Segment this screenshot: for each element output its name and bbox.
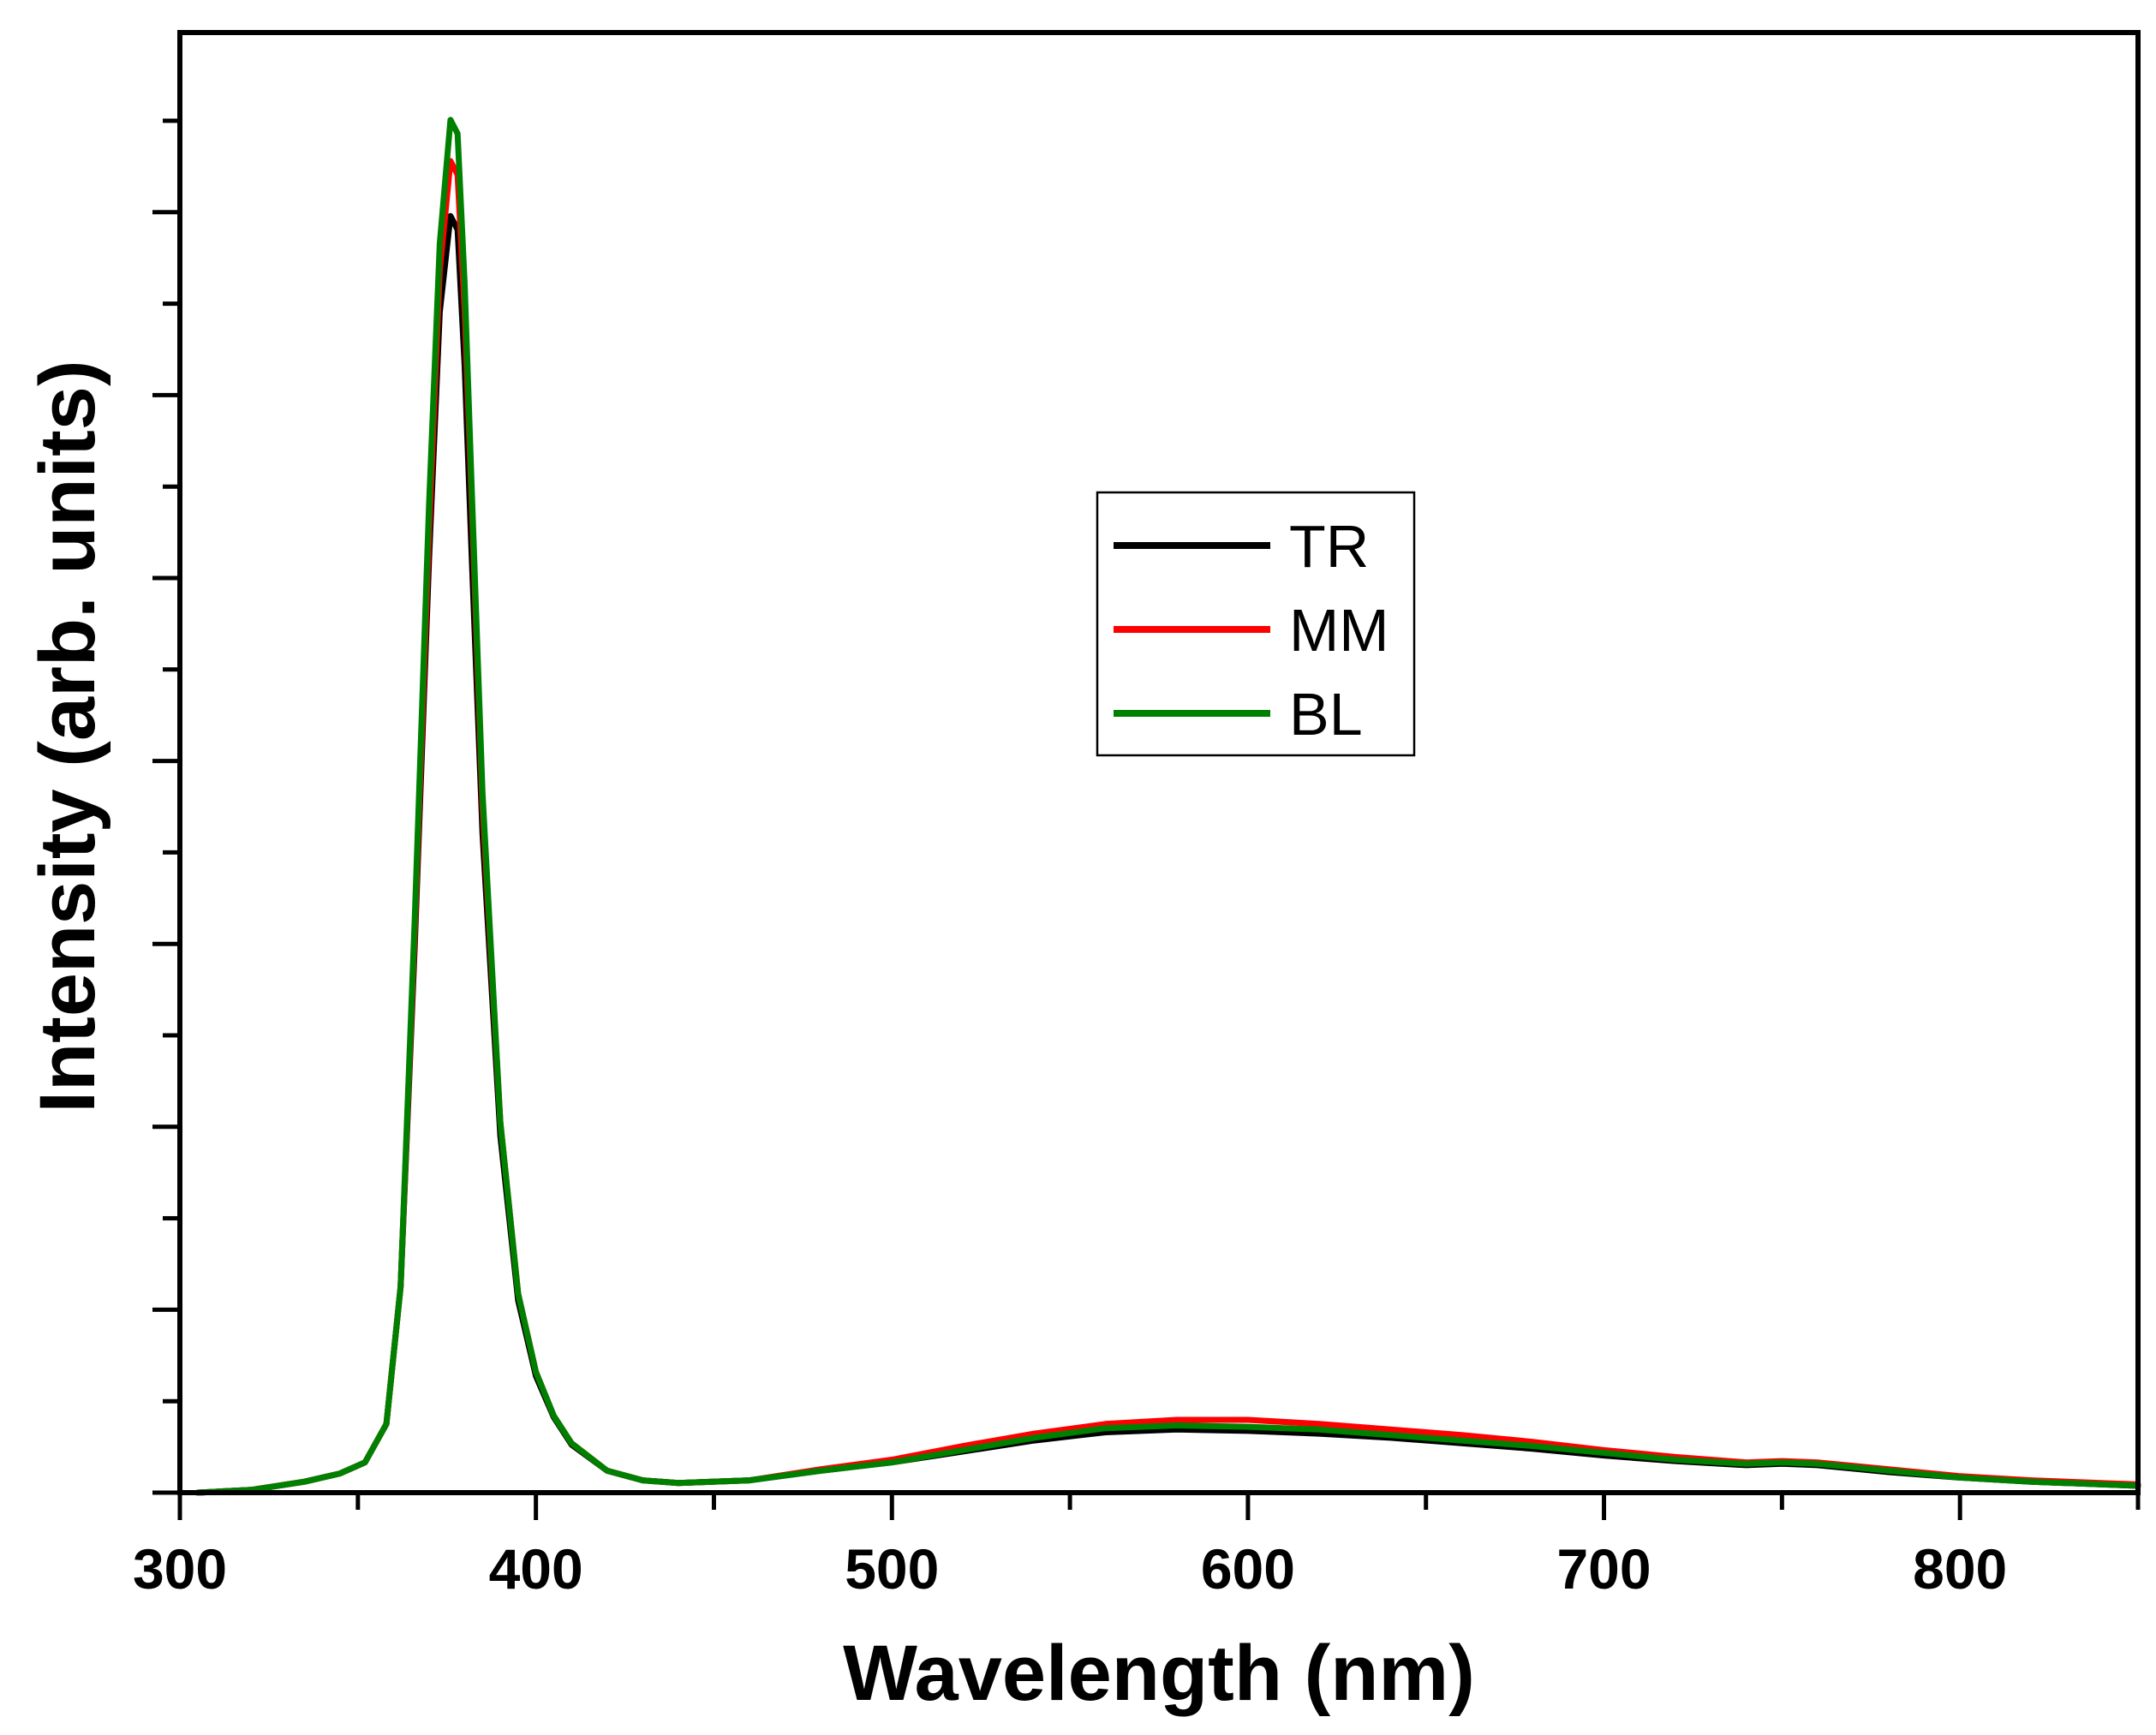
x-tick-label: 600: [1201, 1537, 1295, 1601]
series-line-bl: [194, 116, 2141, 1496]
x-tick-label: 300: [133, 1537, 227, 1601]
series-line-mm: [194, 158, 2141, 1496]
x-tick-label: 400: [489, 1537, 583, 1601]
x-tick-label: 800: [1913, 1537, 2007, 1601]
legend-item-bl: BL: [1114, 681, 1363, 748]
x-axis-ticks: [177, 1493, 2141, 1520]
legend-label: MM: [1289, 597, 1389, 664]
x-axis-title: Wavelength (nm): [843, 1630, 1475, 1717]
legend-label: BL: [1289, 681, 1363, 748]
x-axis-tick-labels: 300 400 500 600 700 800: [133, 1537, 2007, 1601]
series-layer: [194, 116, 2141, 1496]
x-tick-label: 500: [845, 1537, 939, 1601]
y-axis-title: Intensity (arb. units): [24, 360, 111, 1112]
legend: TR MM BL: [1096, 491, 1416, 757]
plot-frame: [177, 30, 2141, 1495]
legend-item-tr: TR: [1114, 513, 1369, 580]
legend-label: TR: [1289, 513, 1369, 580]
legend-item-mm: MM: [1114, 597, 1389, 664]
x-tick-label: 700: [1556, 1537, 1651, 1601]
y-axis-ticks: [152, 118, 180, 1495]
